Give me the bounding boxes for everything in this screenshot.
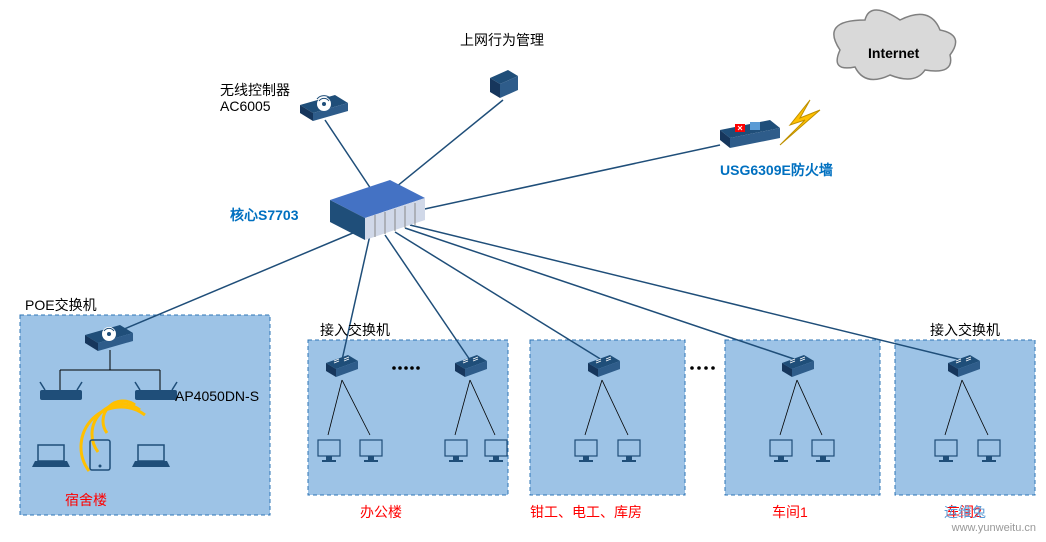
wlc-label-2: AC6005 <box>220 98 271 114</box>
behavior-label: 上网行为管理 <box>460 30 544 50</box>
core-label: 核心S7703 <box>230 205 298 225</box>
watermark-url: www.yunweitu.cn <box>952 522 1036 534</box>
ap-label: AP4050DN-S <box>175 388 259 404</box>
office-label: 办公楼 <box>360 502 402 522</box>
dorm-label: 宿舍楼 <box>65 490 107 510</box>
bolt-icon <box>780 100 820 145</box>
access-label-1: 接入交换机 <box>320 320 390 340</box>
fitter-label: 钳工、电工、库房 <box>530 502 642 522</box>
watermark-logo: 运维兔 <box>944 502 986 522</box>
access-label-2: 接入交换机 <box>930 320 1000 340</box>
firewall-label: USG6309E防火墙 <box>720 160 833 180</box>
core-switch <box>330 180 425 240</box>
internet-label: Internet <box>868 45 919 61</box>
behavior-device <box>490 70 518 98</box>
firewall-device <box>720 120 780 148</box>
poe-label: POE交换机 <box>25 295 97 315</box>
topology-canvas <box>0 0 1046 542</box>
ws1-label: 车间1 <box>772 502 808 522</box>
wlc-device <box>300 95 348 121</box>
wlc-label-1: 无线控制器 <box>220 80 290 100</box>
